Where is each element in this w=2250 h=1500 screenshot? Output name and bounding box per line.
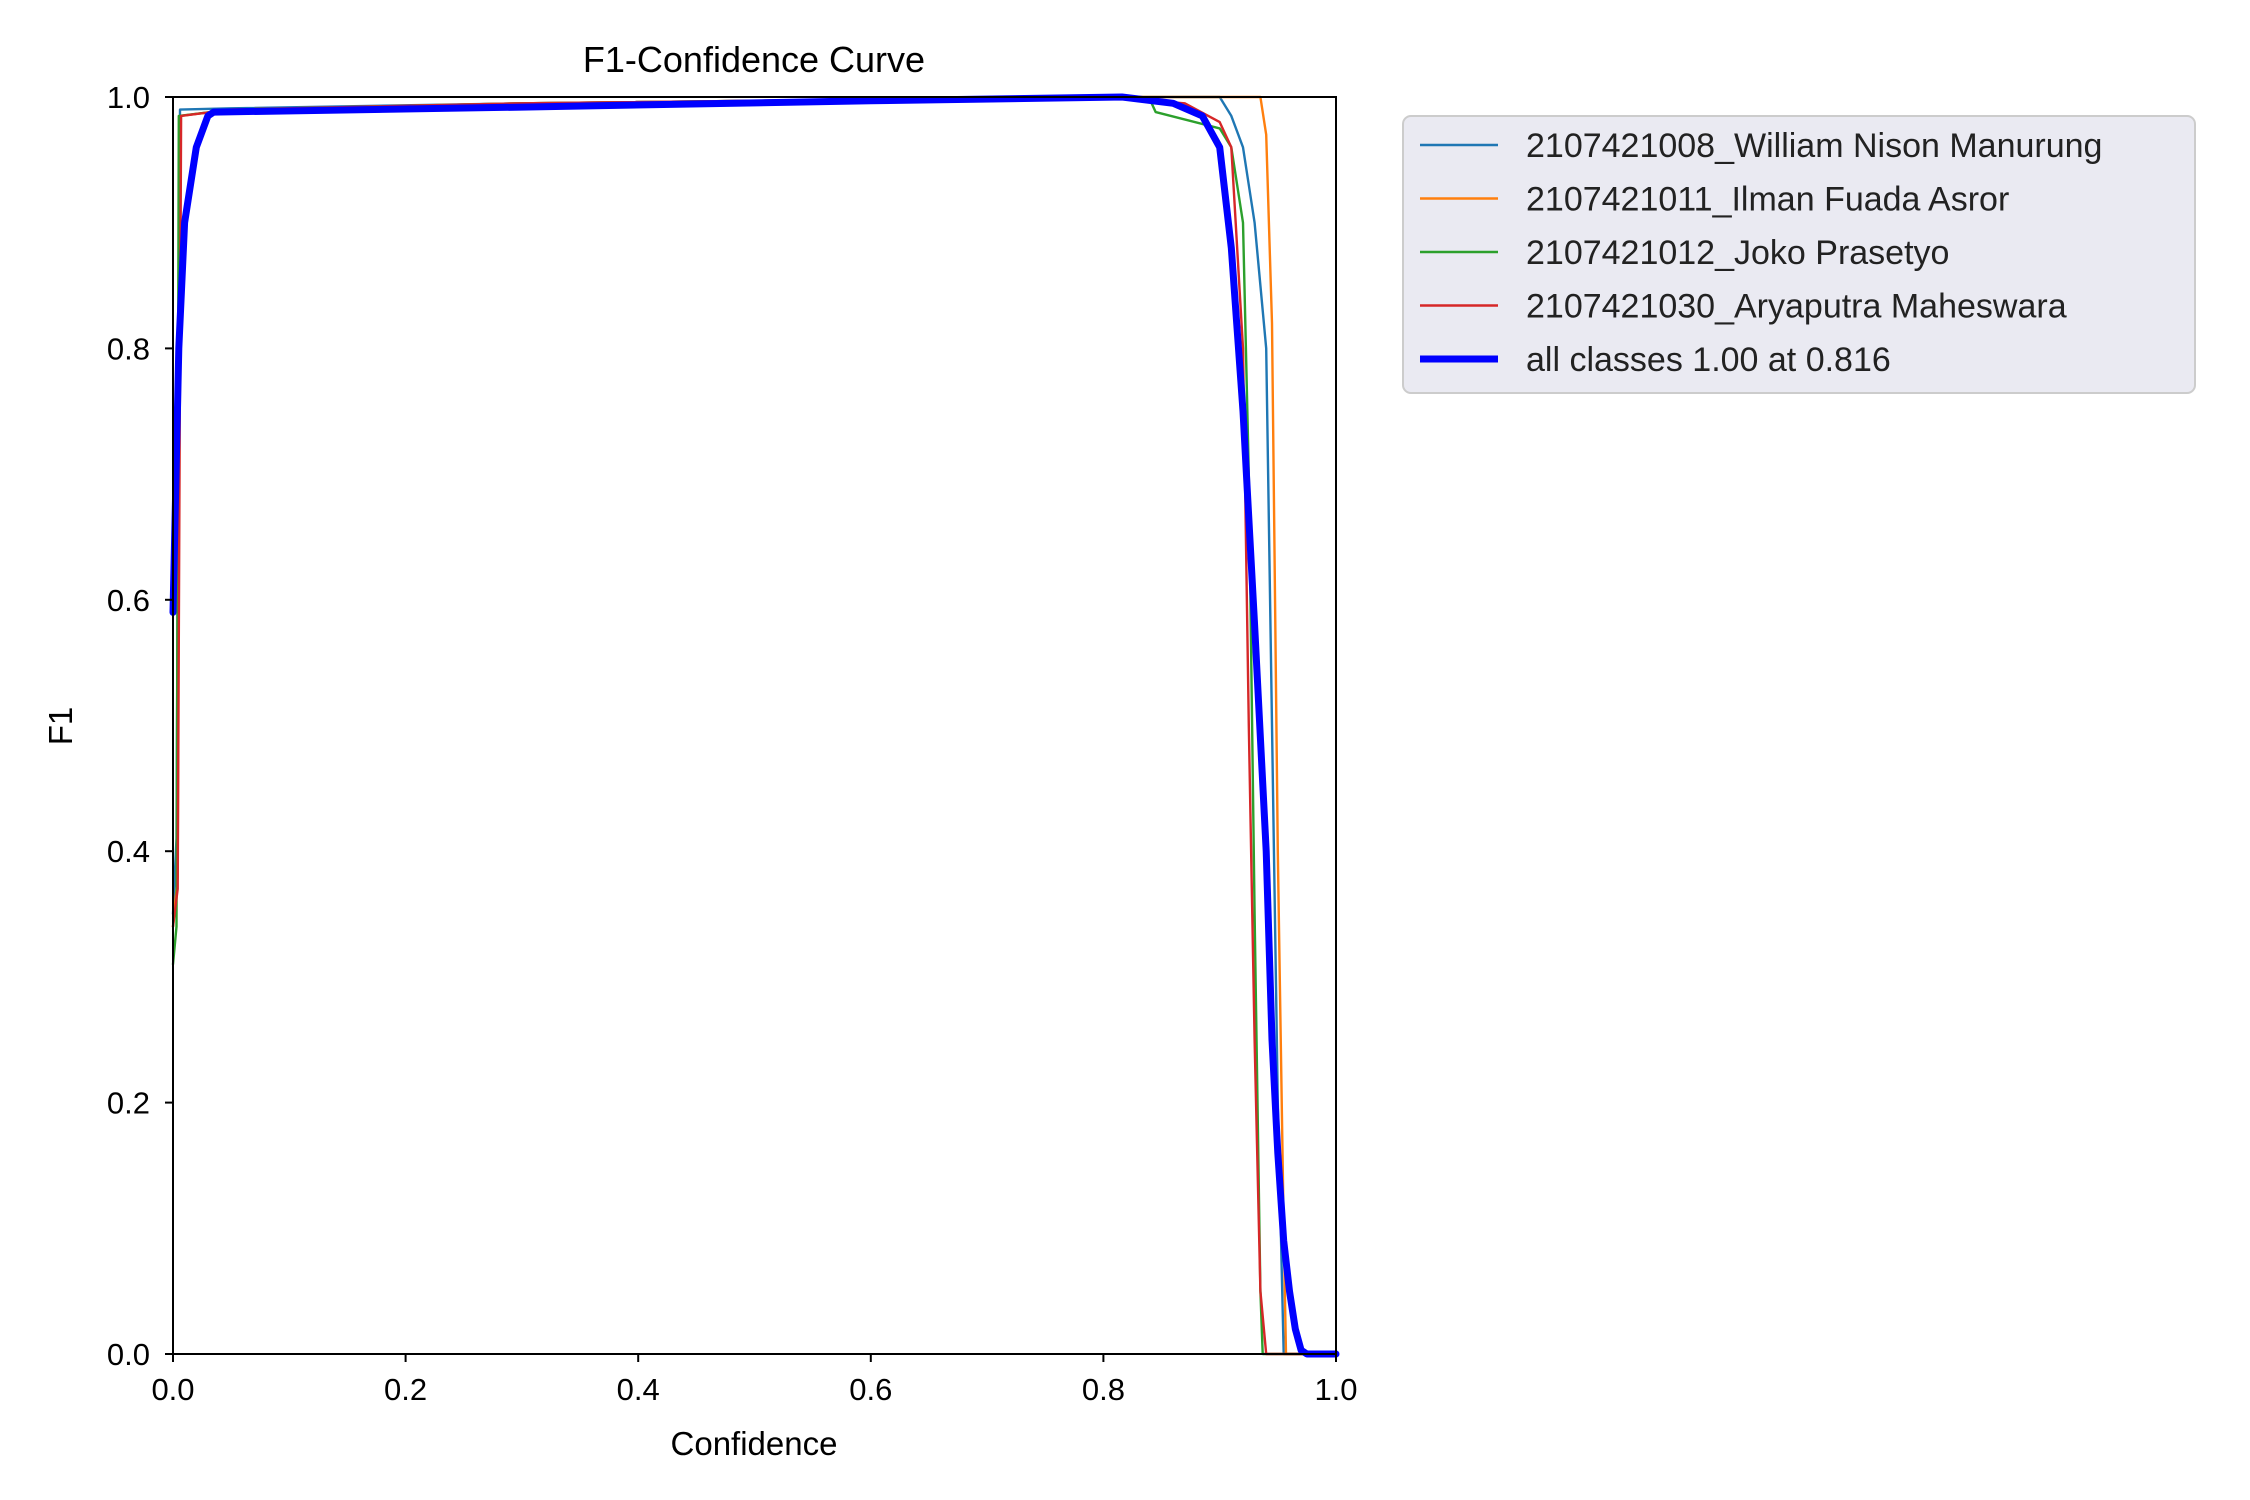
legend-label-1: 2107421008_William Nison Manurung <box>1526 127 2102 165</box>
legend-box <box>1402 115 2196 394</box>
chart-title: F1-Confidence Curve <box>583 39 925 80</box>
y-tick-label: 0.8 <box>107 331 150 366</box>
x-tick-label: 0.4 <box>617 1372 660 1407</box>
x-axis-label: Confidence <box>671 1425 838 1462</box>
y-tick-label: 0.6 <box>107 583 150 618</box>
x-tick-label: 0.0 <box>151 1372 194 1407</box>
legend-label-4: 2107421030_Aryaputra Maheswara <box>1526 288 2067 326</box>
y-tick-label: 0.4 <box>107 834 150 869</box>
series-line-5 <box>169 93 1340 1358</box>
y-tick-label: 0.2 <box>107 1086 150 1121</box>
legend: 2107421008_William Nison Manurung 2107421… <box>1402 115 2196 394</box>
x-axis-ticks: 0.0 0.2 0.4 0.6 0.8 1.0 <box>151 1354 1358 1407</box>
y-axis-ticks: 0.0 0.2 0.4 0.6 0.8 1.0 <box>107 80 173 1372</box>
x-tick-label: 0.2 <box>384 1372 427 1407</box>
legend-label-5: all classes 1.00 at 0.816 <box>1526 341 1891 379</box>
x-tick-label: 1.0 <box>1314 1372 1357 1407</box>
y-tick-label: 1.0 <box>107 80 150 115</box>
plot-area <box>173 97 1336 1354</box>
x-tick-label: 0.6 <box>849 1372 892 1407</box>
series-layer <box>169 93 1340 1358</box>
legend-label-2: 2107421011_Ilman Fuada Asror <box>1526 181 2009 219</box>
y-tick-label: 0.0 <box>107 1337 150 1372</box>
plot-border <box>172 96 1337 1355</box>
y-axis-label: F1 <box>42 707 79 746</box>
legend-label-3: 2107421012_Joko Prasetyo <box>1526 234 1949 272</box>
x-tick-label: 0.8 <box>1082 1372 1125 1407</box>
